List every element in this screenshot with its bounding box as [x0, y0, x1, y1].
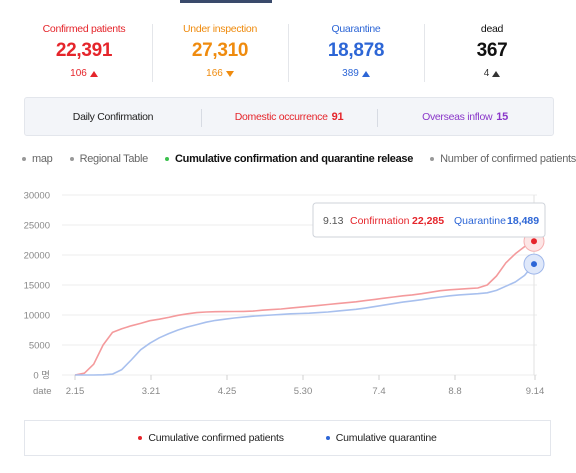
- legend-item-confirmed[interactable]: Cumulative confirmed patients: [138, 432, 284, 444]
- overseas-label: Overseas inflow: [422, 110, 493, 123]
- tab-label: Regional Table: [79, 153, 149, 165]
- cumulative-line-chart[interactable]: 30000 25000 20000 15000 10000 5000 0 명 date 2.15…: [0, 180, 576, 405]
- tab-label: Cumulative confirmation and quarantine r…: [175, 153, 414, 165]
- stat-quarantine: Quarantine 18,878 389: [288, 10, 424, 90]
- stat-label: Confirmed patients: [42, 23, 126, 35]
- legend-item-quarantine[interactable]: Cumulative quarantine: [325, 432, 437, 444]
- tab-label: map: [32, 153, 53, 165]
- legend-label: Cumulative quarantine: [335, 432, 437, 444]
- tooltip-confirmed-label: Confirmation: [350, 215, 410, 227]
- stat-delta: 106: [70, 68, 98, 79]
- x-axis-label: date: [33, 386, 52, 397]
- stat-label: Quarantine: [331, 23, 381, 35]
- delta-value: 4: [483, 68, 490, 79]
- bullet-icon: [165, 157, 169, 161]
- legend-label: Cumulative confirmed patients: [148, 432, 284, 444]
- x-tick-label: 7.4: [372, 386, 385, 397]
- stat-value: 22,391: [55, 40, 113, 61]
- y-tick-label: 0 명: [33, 371, 50, 382]
- legend-dot-icon: [325, 436, 330, 440]
- y-tick-label: 25000: [24, 221, 50, 232]
- x-tick-label: 2.15: [66, 386, 85, 397]
- y-tick-label: 30000: [24, 191, 50, 202]
- tab-confirmed-per[interactable]: Number of confirmed patients per: [430, 153, 576, 165]
- x-tick-label: 3.21: [142, 386, 161, 397]
- quarantine-marker: [531, 261, 537, 268]
- tab-cumulative[interactable]: Cumulative confirmation and quarantine r…: [165, 153, 413, 165]
- stat-label: Under inspection: [183, 23, 257, 35]
- stat-dead: dead 367 4: [424, 10, 560, 90]
- y-tick-label: 20000: [24, 251, 50, 262]
- active-tab-indicator: [180, 0, 272, 3]
- domestic-occurrence: Domestic occurrence 91: [201, 108, 377, 127]
- confirmed-marker: [531, 238, 537, 245]
- tooltip-quarantine-label: Quarantine: [454, 215, 506, 227]
- tooltip-box: [312, 202, 546, 238]
- triangle-up-icon: [89, 70, 98, 77]
- stats-panel: Confirmed patients 22,391 106 Under insp…: [16, 10, 560, 90]
- bullet-icon: [22, 157, 26, 161]
- stat-value: 367: [476, 40, 508, 61]
- stat-delta: 166: [206, 68, 234, 79]
- stat-delta: 4: [484, 68, 501, 79]
- tooltip-date: 9.13: [323, 215, 344, 227]
- stat-value: 18,878: [327, 40, 385, 61]
- y-tick-label: 15000: [24, 281, 50, 292]
- triangle-down-icon: [225, 70, 234, 77]
- domestic-label: Domestic occurrence: [234, 110, 328, 123]
- stat-label: dead: [480, 23, 504, 35]
- domestic-value: 91: [331, 110, 344, 123]
- legend-dot-icon: [138, 436, 143, 440]
- chart-legend: Cumulative confirmed patients Cumulative…: [24, 420, 551, 456]
- tab-label: Number of confirmed patients per: [440, 153, 576, 165]
- delta-value: 389: [342, 68, 359, 79]
- overseas-value: 15: [496, 110, 508, 123]
- triangle-up-icon: [492, 70, 501, 77]
- delta-value: 166: [206, 68, 223, 79]
- daily-confirmation-button[interactable]: Daily Confirmation: [25, 111, 201, 123]
- quarantine-series-line[interactable]: [75, 263, 535, 376]
- x-tick-label: 9.14: [526, 386, 545, 397]
- tooltip-quarantine-value: 18,489: [507, 215, 539, 227]
- bullet-icon: [69, 157, 74, 161]
- stat-value: 27,310: [191, 40, 249, 61]
- triangle-up-icon: [361, 70, 370, 77]
- bullet-icon: [430, 157, 435, 161]
- y-tick-label: 5000: [29, 341, 50, 352]
- tab-regional-table[interactable]: Regional Table: [69, 153, 149, 165]
- stat-delta: 389: [342, 68, 370, 79]
- tab-map[interactable]: map: [22, 153, 53, 165]
- stat-under-inspection: Under inspection 27,310 166: [152, 10, 288, 90]
- delta-value: 106: [70, 68, 87, 79]
- overseas-inflow: Overseas inflow 15: [377, 108, 553, 127]
- daily-confirmation-label: Daily Confirmation: [72, 110, 154, 123]
- chart-tabs: map Regional Table Cumulative confirmati…: [22, 152, 576, 168]
- x-tick-label: 5.30: [294, 386, 313, 397]
- x-tick-label: 8.8: [448, 386, 461, 397]
- confirmed-series-line[interactable]: [74, 240, 535, 376]
- y-tick-label: 10000: [24, 311, 50, 322]
- stat-confirmed: Confirmed patients 22,391 106: [16, 10, 152, 90]
- tooltip-confirmed-value: 22,285: [412, 215, 444, 227]
- x-tick-label: 4.25: [218, 386, 237, 397]
- daily-summary-bar: Daily Confirmation Domestic occurrence 91…: [24, 97, 554, 136]
